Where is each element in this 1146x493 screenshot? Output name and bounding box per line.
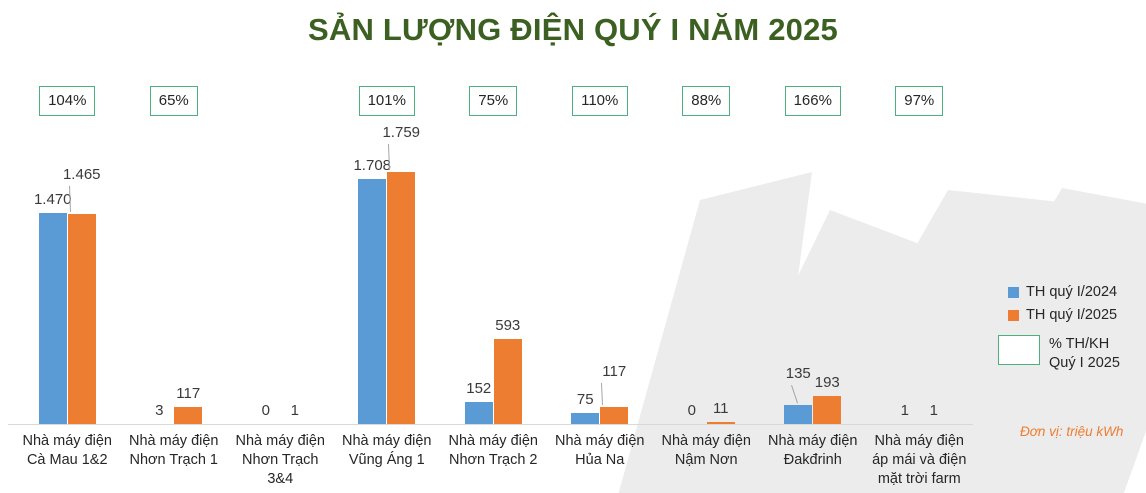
bar-value-label: 593: [495, 317, 521, 335]
legend-label-2025: TH quý I/2025: [1026, 307, 1118, 323]
page-title: SẢN LƯỢNG ĐIỆN QUÝ I NĂM 2025: [308, 12, 838, 47]
bar-2025[interactable]: [600, 407, 629, 424]
category-label: Nhà máy điện áp mái và điện mặt trời far…: [872, 433, 967, 487]
bar-2024[interactable]: [358, 179, 387, 424]
bar-2024[interactable]: [464, 402, 493, 424]
legend-label-percent: % TH/KH Quý I 2025: [1049, 336, 1120, 371]
legend-label-2024: TH quý I/2024: [1026, 284, 1118, 300]
bar-value-label: 1: [900, 401, 909, 419]
bar-value-label: 1.465: [62, 166, 101, 184]
bar-2025[interactable]: [387, 172, 416, 424]
legend: TH quý I/2024 TH quý I/2025 % TH/KH Quý …: [998, 283, 1146, 373]
percent-badge[interactable]: 104%: [39, 86, 96, 116]
bar-2025[interactable]: [67, 214, 96, 424]
category-label: Nhà máy điện Nhơn Trạch 2: [448, 433, 538, 468]
bar-value-label: 1.708: [353, 157, 392, 175]
bar-value-label: 0: [261, 402, 270, 419]
category-label: Nhà máy điện Nậm Nơn: [661, 433, 751, 468]
legend-swatch-icon-2025: [1008, 310, 1019, 321]
legend-swatch-icon-percent: [998, 335, 1040, 365]
bar-value-label: 0: [687, 402, 696, 419]
bar-value-label: 193: [814, 374, 840, 392]
percent-badge[interactable]: 88%: [682, 86, 731, 116]
legend-item-2025[interactable]: TH quý I/2025: [1008, 306, 1146, 325]
bar-2025[interactable]: [706, 422, 735, 424]
legend-item-2024[interactable]: TH quý I/2024: [1008, 283, 1146, 302]
bar-2024[interactable]: [784, 404, 813, 424]
bar-value-label: 1: [929, 401, 938, 419]
percent-badge[interactable]: 166%: [784, 86, 841, 116]
bar-value-label: 117: [602, 363, 627, 381]
bar-value-label: 117: [176, 385, 201, 403]
category-label: Nhà máy điện Nhơn Trạch 3&4: [235, 433, 325, 487]
bar-value-label: 11: [712, 400, 729, 418]
category-label: Nhà máy điện Hủa Na: [555, 433, 645, 468]
bar-2025[interactable]: [174, 407, 203, 424]
percent-badge[interactable]: 97%: [895, 86, 944, 116]
legend-swatch-icon-2024: [1008, 287, 1019, 298]
bar-value-label: 152: [466, 380, 492, 398]
bar-value-label: 1: [290, 401, 299, 419]
bar-value-label: 1.759: [382, 124, 421, 141]
category-label: Nhà máy điện Cà Mau 1&2: [22, 433, 112, 468]
percent-badge[interactable]: 101%: [358, 86, 415, 116]
percent-badge[interactable]: 110%: [571, 86, 628, 116]
x-axis-line: [8, 424, 973, 425]
bar-value-label: 3: [155, 401, 164, 419]
legend-item-percent[interactable]: % TH/KH Quý I 2025: [998, 335, 1146, 373]
bar-2024[interactable]: [38, 213, 67, 424]
category-label: Nhà máy điện Vũng Áng 1: [342, 433, 432, 468]
percent-badge[interactable]: 75%: [469, 86, 518, 116]
bar-2025[interactable]: [493, 339, 522, 424]
percent-badge[interactable]: 65%: [149, 86, 198, 116]
bar-value-label: 1.470: [33, 191, 72, 209]
category-label: Nhà máy điện Nhơn Trạch 1: [129, 433, 219, 468]
bar-2024[interactable]: [571, 413, 600, 424]
unit-note: Đơn vị: triệu kWh: [1020, 424, 1124, 439]
label-leader-line: [68, 186, 71, 213]
category-label: Nhà máy điện Đakđrinh: [768, 433, 858, 468]
bar-value-label: 135: [785, 364, 811, 382]
bar-value-label: 75: [576, 391, 594, 409]
bar-2025[interactable]: [813, 396, 842, 424]
